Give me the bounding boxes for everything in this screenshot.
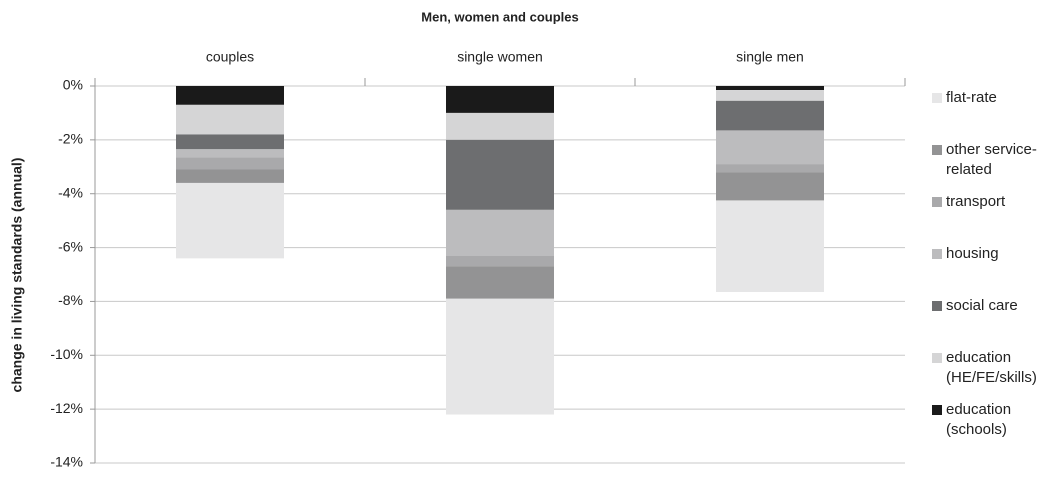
y-tick-label: -2%: [58, 131, 83, 147]
bar-segment: [446, 298, 554, 415]
y-axis-title: change in living standards (annual): [9, 158, 25, 393]
bar-segment: [446, 86, 554, 113]
y-tick-label: -12%: [50, 400, 83, 416]
legend-item: social care: [932, 296, 1060, 316]
bar-segment: [176, 104, 284, 135]
legend-label: flat-rate: [946, 89, 997, 106]
bar-segment: [176, 134, 284, 150]
legend-swatch: [932, 197, 942, 207]
bar-segment: [176, 149, 284, 158]
legend-swatch: [932, 405, 942, 415]
legend-item: housing: [932, 244, 1060, 264]
chart-title: Men, women and couples: [421, 9, 578, 24]
bar-segment: [446, 255, 554, 267]
bar-segment: [176, 182, 284, 259]
legend-item: other service-related: [932, 140, 1060, 180]
bar-segment: [176, 157, 284, 170]
legend-swatch: [932, 353, 942, 363]
category-label: single women: [457, 49, 543, 65]
legend-item: education (schools): [932, 400, 1060, 440]
legend-label: education (schools): [946, 401, 1012, 438]
bar-segment: [446, 139, 554, 210]
legend-swatch: [932, 249, 942, 259]
legend-label: transport: [946, 193, 1006, 210]
bar-segment: [446, 209, 554, 256]
legend-label: education (HE/FE/skills): [946, 349, 1037, 386]
y-tick-label: -8%: [58, 292, 83, 308]
bar-segment: [176, 169, 284, 183]
bar-segment: [716, 172, 824, 201]
bar-segment: [716, 100, 824, 131]
legend-swatch: [932, 301, 942, 311]
bar-segment: [446, 266, 554, 299]
bar-segment: [716, 130, 824, 165]
legend-item: flat-rate: [932, 88, 1060, 108]
y-tick-label: -6%: [58, 238, 83, 254]
bar-segment: [446, 112, 554, 140]
legend-label: housing: [946, 245, 999, 262]
bar-segment: [716, 86, 824, 91]
category-label: couples: [206, 49, 254, 65]
legend-swatch: [932, 145, 942, 155]
category-label: single men: [736, 49, 804, 65]
legend-swatch: [932, 93, 942, 103]
bar-segment: [176, 86, 284, 105]
legend-label: social care: [946, 297, 1018, 314]
bar-segment: [716, 164, 824, 173]
bar-segment: [716, 90, 824, 101]
y-tick-label: -14%: [50, 454, 83, 470]
y-tick-label: -4%: [58, 184, 83, 200]
y-tick-label: 0%: [63, 77, 83, 93]
legend-item: education (HE/FE/skills): [932, 348, 1060, 388]
legend-item: transport: [932, 192, 1060, 212]
y-tick-label: -10%: [50, 346, 83, 362]
legend-label: other service-related: [946, 141, 1037, 178]
bar-segment: [716, 200, 824, 293]
